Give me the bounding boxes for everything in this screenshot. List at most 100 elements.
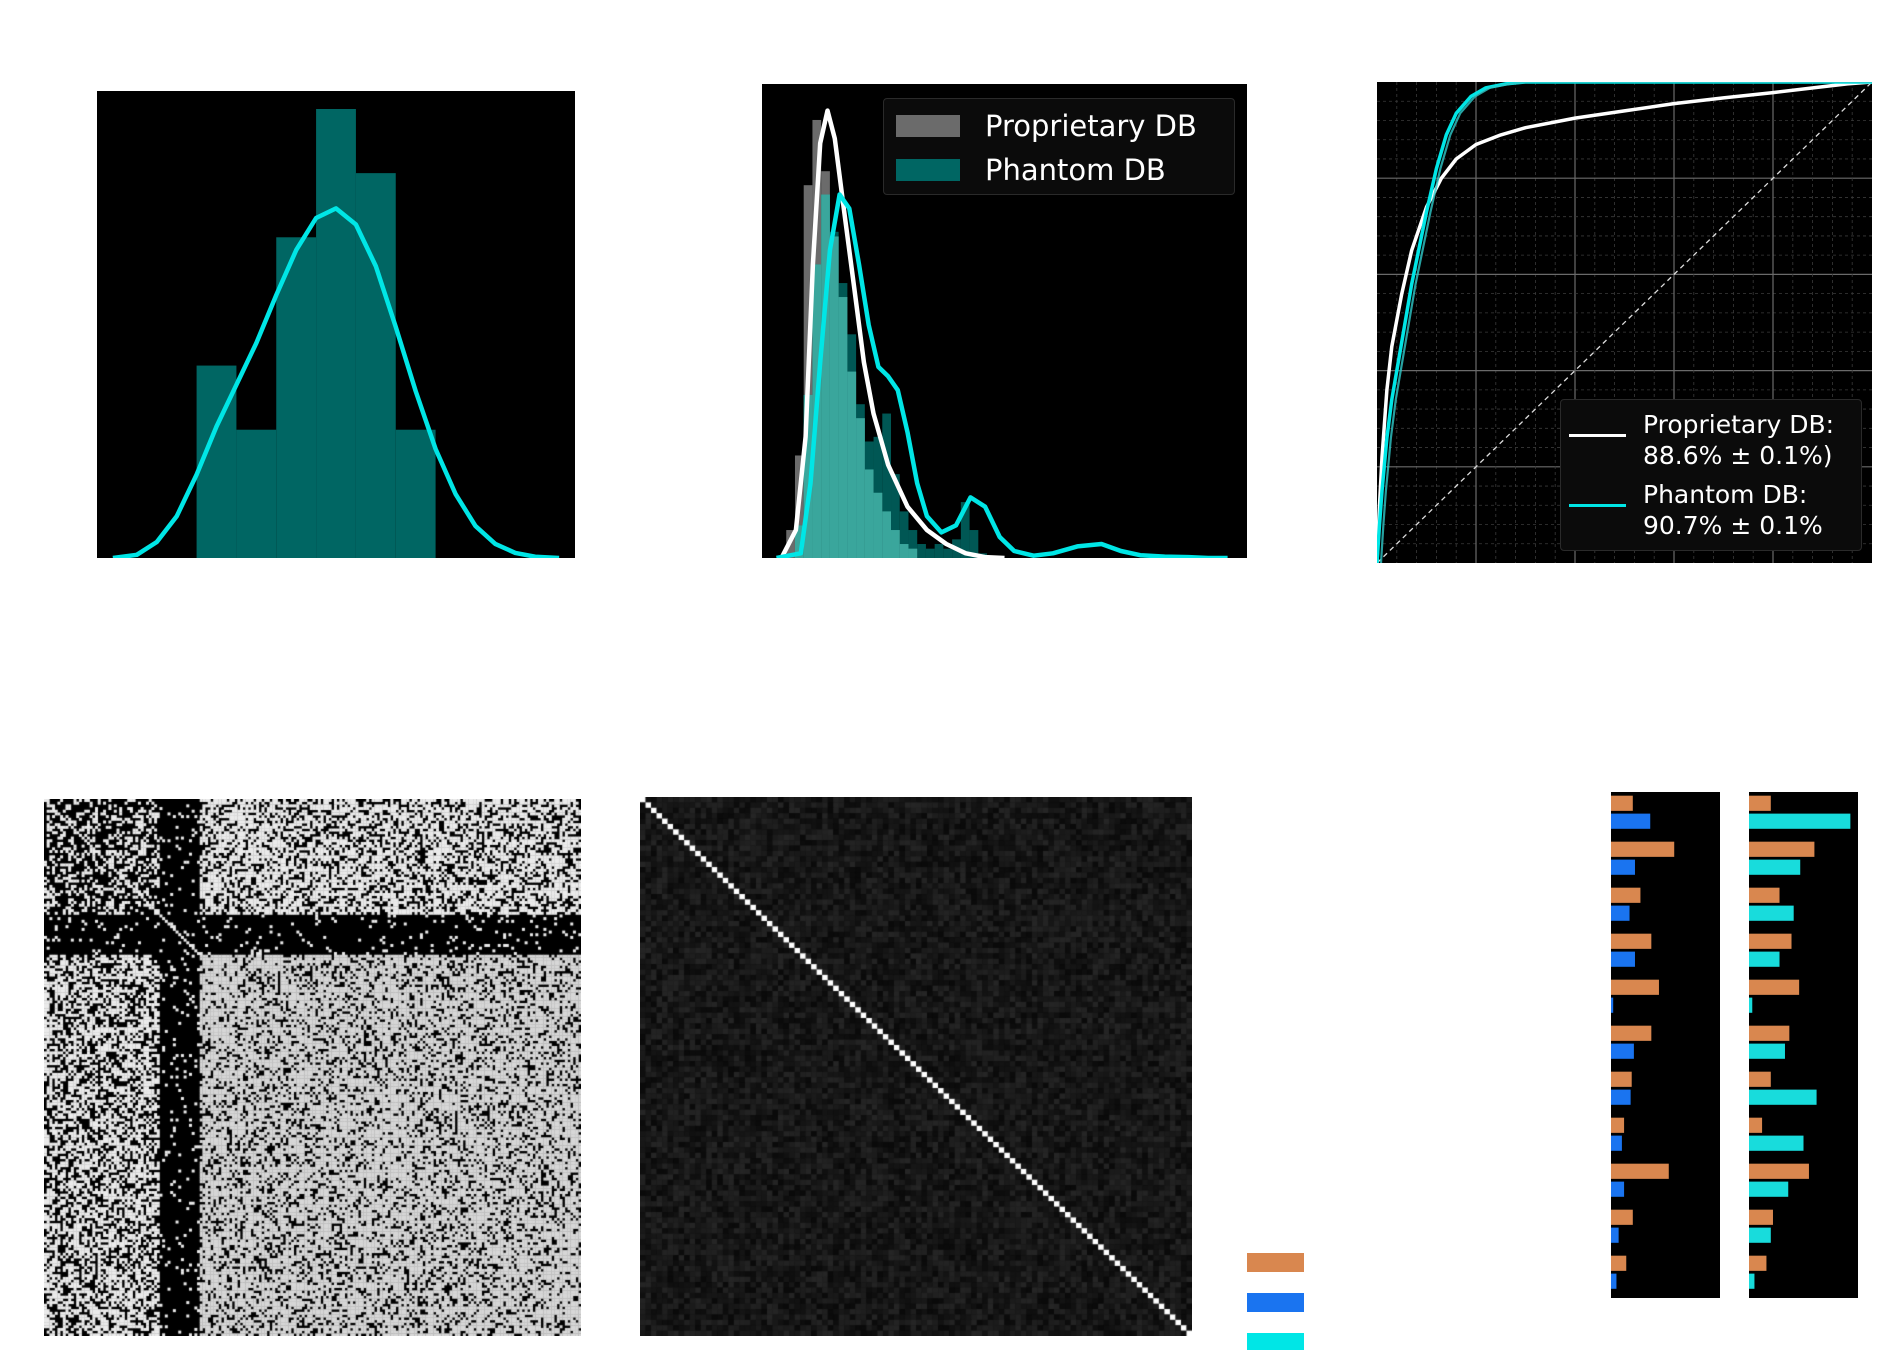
bar-cyan-6	[1749, 1089, 1817, 1105]
legend-label-proprietary: Proprietary DB	[985, 109, 1197, 143]
hist-bar-1	[236, 429, 277, 558]
bar-cyan-0	[1749, 813, 1851, 829]
bar-orange-4	[1749, 979, 1800, 995]
hist-overlap-9	[864, 469, 874, 558]
bar-orange-3	[1749, 933, 1792, 949]
bar-cyan-9	[1749, 1227, 1771, 1243]
bottom-left-binary-matrix-panel	[44, 799, 581, 1336]
hist-bar-phantom-17	[934, 544, 944, 558]
roc-legend-line-phantom	[1569, 504, 1626, 507]
bar-cyan-2	[1749, 905, 1794, 921]
bar-blue-3	[1611, 951, 1635, 967]
bar-orange-5	[1749, 1025, 1790, 1041]
bars-right-plot	[1749, 795, 1851, 1289]
bars-left-plot	[1611, 795, 1675, 1289]
bar-orange-6	[1611, 1071, 1632, 1087]
bar-cyan-8	[1749, 1181, 1789, 1197]
top-right-roc-panel: Proprietary DB: 88.6% ± 0.1%) Phantom DB…	[1377, 82, 1872, 563]
hist-overlap-5	[829, 236, 839, 558]
bar-blue-1	[1611, 859, 1635, 875]
roc-curve-phantom-band	[1379, 82, 1872, 563]
bar-orange-0	[1611, 795, 1633, 811]
bar-orange-10	[1749, 1255, 1767, 1271]
key-swatch-blue	[1247, 1293, 1304, 1312]
bar-cyan-10	[1749, 1273, 1755, 1289]
bottom-right-bars-right-panel	[1749, 792, 1858, 1298]
bar-blue-6	[1611, 1089, 1631, 1105]
bar-blue-7	[1611, 1135, 1622, 1151]
bar-cyan-3	[1749, 951, 1780, 967]
key-swatch-orange	[1247, 1253, 1304, 1272]
bar-orange-5	[1611, 1025, 1652, 1041]
chance-diagonal	[1377, 82, 1872, 563]
bar-orange-9	[1611, 1209, 1633, 1225]
roc-curve-phantom	[1377, 82, 1872, 563]
kde-curve-proprietary	[779, 108, 1005, 558]
bottom-middle-correlation-matrix-panel	[640, 797, 1192, 1336]
hist-bar-phantom-12	[891, 474, 900, 558]
kde-curve-phantom	[776, 192, 1228, 558]
key-swatch-cyan	[1247, 1333, 1304, 1350]
hist-overlap-1	[794, 525, 804, 558]
bar-orange-1	[1611, 841, 1675, 857]
hist-bar-phantom-14	[908, 530, 918, 558]
bar-orange-3	[1611, 933, 1652, 949]
roc-legend-label-proprietary: Proprietary DB:	[1643, 410, 1835, 439]
hist-overlap-11	[882, 511, 892, 558]
bar-cyan-5	[1749, 1043, 1785, 1059]
hist-bar-phantom-11	[882, 413, 892, 558]
hist-bar-5	[395, 429, 436, 558]
correlation-matrix-canvas	[640, 797, 1192, 1336]
hist-bar-phantom-13	[899, 511, 909, 558]
bar-orange-2	[1611, 887, 1641, 903]
hist-bar-phantom-18	[943, 548, 953, 558]
hist-bar-phantom-20	[960, 502, 970, 558]
hist-overlap-6	[838, 297, 848, 558]
hist-bar-3	[316, 109, 356, 558]
roc-curve-proprietary	[1377, 82, 1872, 563]
kde-curve	[112, 206, 560, 558]
roc-legend-value-proprietary: 88.6% ± 0.1%)	[1643, 441, 1833, 470]
roc-legend-label-phantom: Phantom DB:	[1643, 480, 1808, 509]
bar-blue-10	[1611, 1273, 1617, 1289]
bottom-right-bars-left-panel	[1611, 792, 1720, 1298]
top-middle-legend: Proprietary DB Phantom DB	[883, 98, 1235, 195]
top-left-histogram-panel	[97, 91, 575, 558]
hist-bar-phantom-16	[925, 548, 935, 558]
legend-swatch-phantom	[896, 159, 960, 181]
roc-legend-entry-proprietary: Proprietary DB: 88.6% ± 0.1%)	[1569, 409, 1834, 471]
bar-blue-5	[1611, 1043, 1634, 1059]
bar-blue-9	[1611, 1227, 1619, 1243]
bar-orange-1	[1749, 841, 1815, 857]
legend-label-phantom: Phantom DB	[985, 153, 1166, 187]
top-left-histogram-plot	[112, 109, 560, 558]
hist-bar-phantom-15	[917, 544, 926, 558]
bar-cyan-4	[1749, 997, 1753, 1013]
top-middle-histogram-panel: Proprietary DB Phantom DB	[762, 84, 1247, 558]
bar-blue-8	[1611, 1181, 1625, 1197]
hist-overlap-12	[891, 530, 900, 558]
legend-entry-phantom: Phantom DB	[896, 153, 1166, 187]
hist-overlap-8	[856, 418, 865, 558]
hist-bar-4	[355, 173, 396, 558]
bar-blue-2	[1611, 905, 1630, 921]
bar-orange-4	[1611, 979, 1659, 995]
hist-bar-phantom-21	[969, 530, 979, 558]
bar-orange-8	[1611, 1163, 1669, 1179]
bar-orange-8	[1749, 1163, 1809, 1179]
hist-overlap-14	[908, 548, 918, 558]
bar-orange-7	[1749, 1117, 1763, 1133]
bar-cyan-1	[1749, 859, 1801, 875]
roc-legend-value-phantom: 90.7% ± 0.1%	[1643, 511, 1823, 540]
bar-blue-4	[1611, 997, 1614, 1013]
roc-legend-line-proprietary	[1569, 434, 1626, 437]
hist-bar-2	[276, 237, 317, 558]
hist-overlap-10	[873, 492, 883, 558]
legend-entry-proprietary: Proprietary DB	[896, 109, 1197, 143]
bar-orange-0	[1749, 795, 1771, 811]
bar-cyan-7	[1749, 1135, 1804, 1151]
hist-overlap-13	[899, 544, 909, 558]
bar-orange-9	[1749, 1209, 1773, 1225]
bar-blue-0	[1611, 813, 1651, 829]
top-middle-histogram-plot	[776, 108, 1228, 558]
